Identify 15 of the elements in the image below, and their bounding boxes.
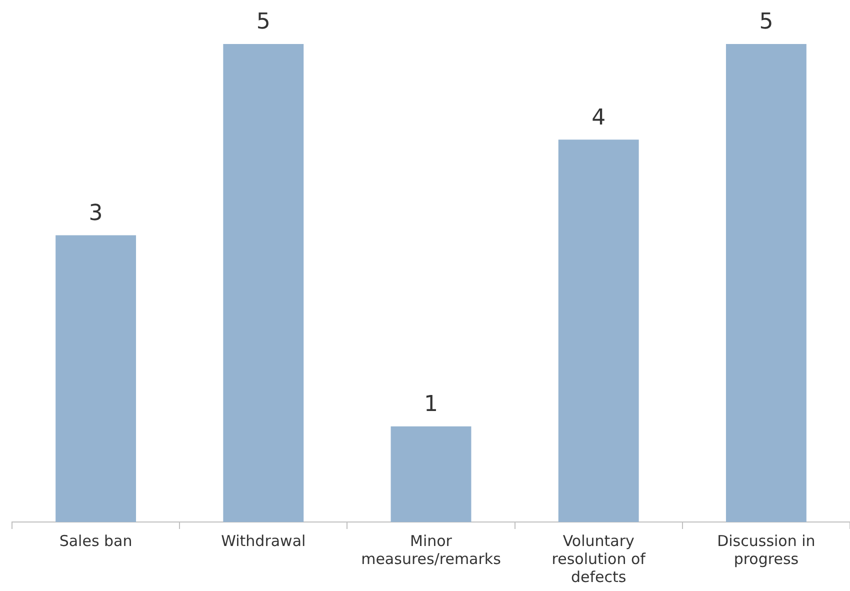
- data-label: 5: [759, 10, 774, 35]
- x-tick-label: Minor measures/remarks: [361, 532, 502, 568]
- data-label: 3: [88, 200, 103, 226]
- data-label: 1: [424, 392, 438, 418]
- data-label: 5: [256, 10, 270, 35]
- x-tick-label: Voluntary resolution of defects: [552, 532, 646, 586]
- data-label: 4: [592, 105, 606, 130]
- bar: [726, 44, 806, 522]
- bar: [390, 426, 472, 522]
- x-tick-label: Withdrawal: [221, 532, 306, 550]
- bar: [56, 235, 136, 522]
- bar: [223, 44, 304, 522]
- bar: [558, 140, 639, 522]
- x-tick-label: Discussion in progress: [717, 532, 816, 568]
- x-tick-label: Sales ban: [59, 532, 132, 550]
